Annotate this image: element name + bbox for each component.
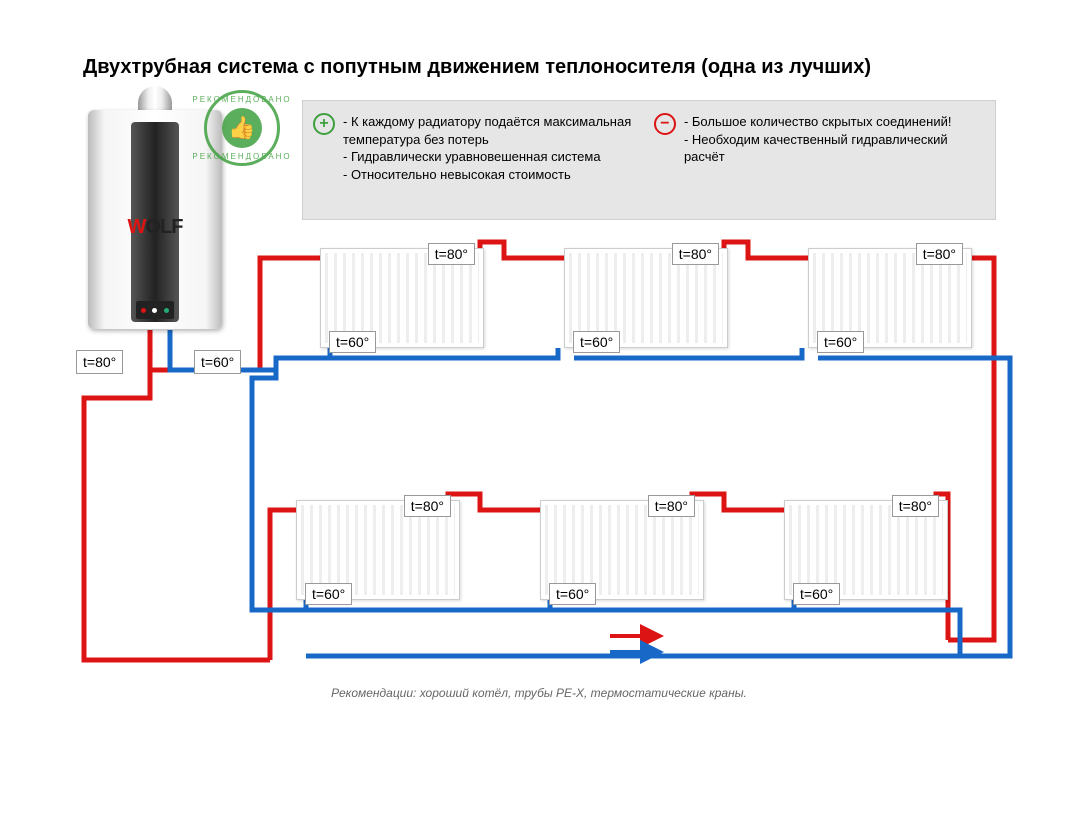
radiator-return-temp: t=60° [817, 331, 864, 353]
radiator-return-temp: t=60° [329, 331, 376, 353]
radiator: t=80°t=60° [564, 248, 728, 348]
radiator: t=80°t=60° [808, 248, 972, 348]
return-arrow-icon: ↑ [166, 340, 174, 358]
radiator-return-temp: t=60° [573, 331, 620, 353]
radiator-return-temp: t=60° [549, 583, 596, 605]
cons-column: − - Большое количество скрытых соединени… [654, 113, 985, 207]
cons-text: - Большое количество скрытых соединений!… [684, 113, 985, 166]
radiator-supply-temp: t=80° [892, 495, 939, 517]
boiler-unit: WOLF [88, 94, 222, 329]
boiler-flue [138, 86, 172, 112]
radiator-return-temp: t=60° [305, 583, 352, 605]
radiator-return-temp: t=60° [793, 583, 840, 605]
radiator: t=80°t=60° [296, 500, 460, 600]
boiler-control-panel [136, 301, 174, 319]
radiator: t=80°t=60° [784, 500, 948, 600]
plus-icon: + [313, 113, 335, 135]
recommended-stamp: РЕКОМЕНДОВАНО 👍 РЕКОМЕНДОВАНО [204, 90, 280, 166]
pros-text: - К каждому радиатору подаётся максималь… [343, 113, 654, 183]
boiler-logo: WOLF [128, 216, 183, 239]
radiator-supply-temp: t=80° [404, 495, 451, 517]
radiator: t=80°t=60° [320, 248, 484, 348]
radiator-fins [545, 505, 699, 595]
logo-olf: OLF [145, 216, 182, 238]
radiator-supply-temp: t=80° [916, 243, 963, 265]
boiler-supply-temp: t=80° [76, 350, 123, 374]
pros-cons-box: + - К каждому радиатору подаётся максима… [302, 100, 996, 220]
thumb-up-icon: 👍 [222, 108, 262, 148]
supply-arrow-icon: ↓ [147, 340, 155, 358]
radiator-fins [789, 505, 943, 595]
radiator-supply-temp: t=80° [672, 243, 719, 265]
radiator-fins [301, 505, 455, 595]
minus-icon: − [654, 113, 676, 135]
radiator-supply-temp: t=80° [428, 243, 475, 265]
radiator-fins [813, 253, 967, 343]
radiator-supply-temp: t=80° [648, 495, 695, 517]
radiator: t=80°t=60° [540, 500, 704, 600]
pros-column: + - К каждому радиатору подаётся максима… [313, 113, 654, 207]
boiler-return-temp: t=60° [194, 350, 241, 374]
stamp-text-top: РЕКОМЕНДОВАНО [192, 95, 291, 104]
radiator-fins [325, 253, 479, 343]
logo-w: W [128, 216, 146, 238]
stamp-text-bottom: РЕКОМЕНДОВАНО [192, 152, 291, 161]
radiator-fins [569, 253, 723, 343]
